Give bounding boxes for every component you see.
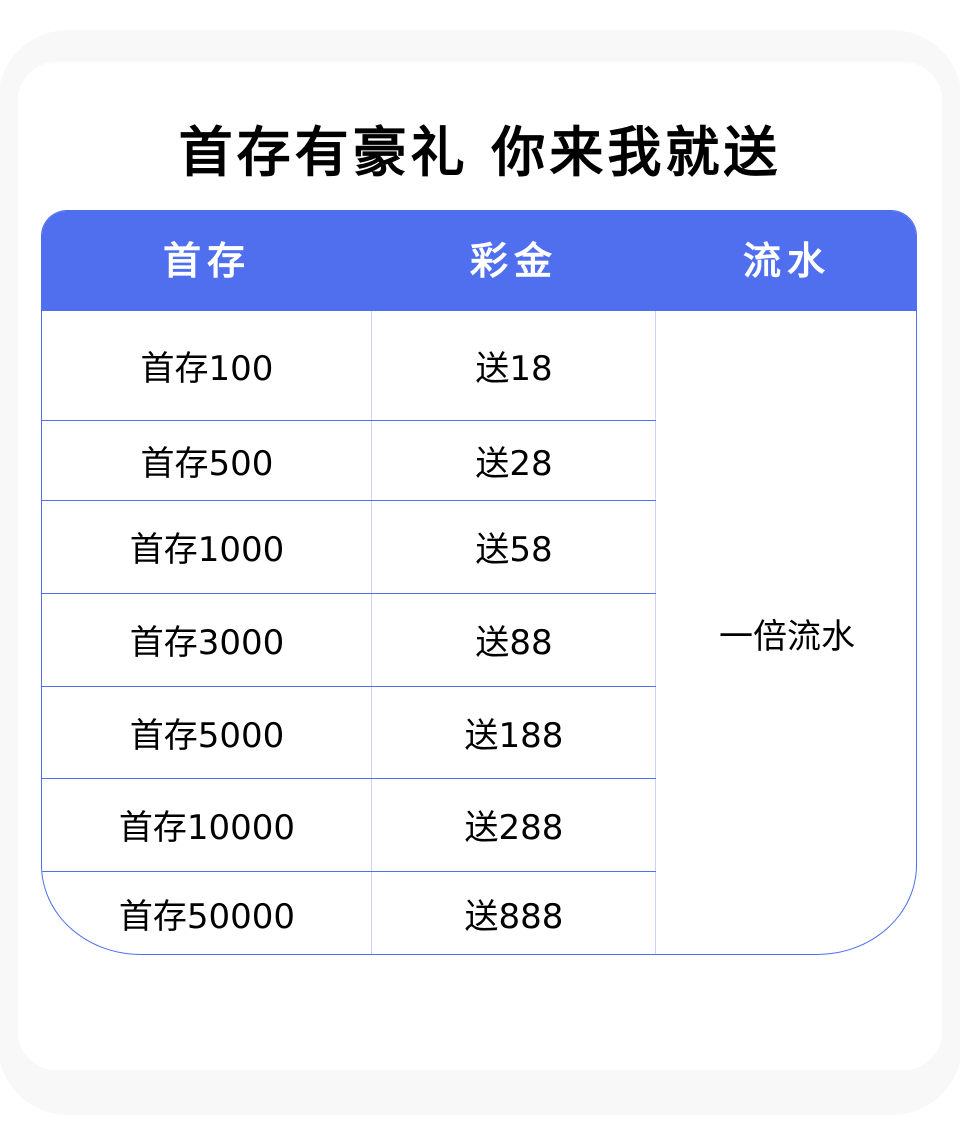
row-divider [42, 778, 656, 779]
bonus-cell: 送18 [475, 349, 553, 389]
bonus-cell: 送88 [475, 623, 553, 663]
header-deposit: 首存 [162, 239, 251, 283]
column-divider [371, 311, 372, 954]
turnover-cell: 一倍流水 [719, 617, 855, 657]
row-divider [42, 686, 656, 687]
row-divider [42, 593, 656, 594]
bonus-cell: 送28 [475, 443, 553, 484]
deposit-cell: 首存500 [140, 443, 274, 484]
bonus-cell: 送288 [464, 808, 564, 848]
row-divider [42, 871, 656, 872]
column-divider [655, 311, 656, 954]
bonus-cell: 送58 [475, 530, 553, 570]
page-title: 首存有豪礼 你来我就送 [178, 121, 782, 184]
deposit-cell: 首存50000 [118, 897, 296, 937]
table-header: 首存 彩金 流水 [42, 211, 916, 311]
deposit-cell: 首存1000 [129, 530, 285, 570]
row-divider [42, 420, 656, 421]
deposit-cell: 首存5000 [129, 715, 285, 756]
bonus-cell: 送888 [464, 897, 564, 937]
deposit-cell: 首存3000 [129, 623, 285, 663]
header-turnover: 流水 [742, 239, 831, 283]
row-divider [42, 500, 656, 501]
bonus-table: 首存 彩金 流水 首存100 送18 首存500 送28 首存1000 送58 首存3000… [41, 210, 917, 955]
deposit-cell: 首存10000 [118, 808, 296, 848]
header-bonus: 彩金 [469, 239, 558, 283]
bonus-cell: 送188 [464, 715, 564, 756]
deposit-cell: 首存100 [140, 349, 274, 389]
